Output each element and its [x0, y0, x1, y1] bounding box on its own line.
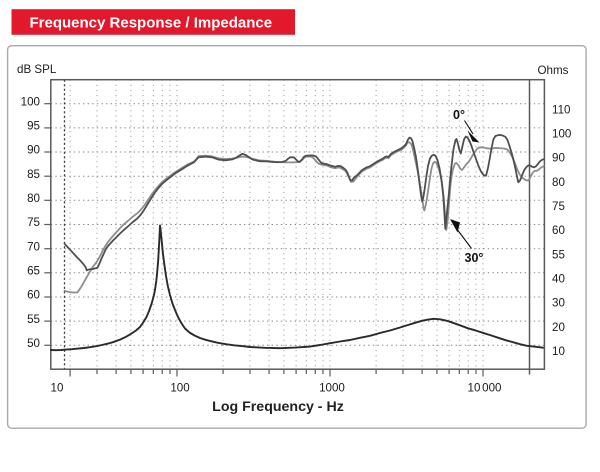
svg-text:1000: 1000 — [319, 382, 345, 395]
svg-text:75: 75 — [552, 200, 565, 213]
svg-text:60: 60 — [552, 224, 565, 237]
svg-text:30: 30 — [552, 297, 565, 310]
svg-text:40: 40 — [552, 273, 565, 286]
svg-text:10: 10 — [552, 345, 565, 358]
svg-text:Frequency Response / Impedance: Frequency Response / Impedance — [30, 15, 273, 32]
svg-text:10: 10 — [51, 382, 64, 395]
svg-text:100: 100 — [21, 95, 40, 108]
svg-text:65: 65 — [27, 265, 40, 278]
svg-text:20: 20 — [552, 321, 565, 334]
svg-text:100: 100 — [170, 382, 189, 395]
svg-text:100: 100 — [552, 128, 571, 141]
svg-text:80: 80 — [552, 176, 565, 189]
svg-text:0°: 0° — [453, 108, 465, 122]
svg-text:90: 90 — [552, 152, 565, 165]
svg-text:80: 80 — [27, 192, 40, 205]
svg-text:50: 50 — [27, 337, 40, 350]
svg-text:30°: 30° — [465, 251, 484, 265]
svg-text:Ohms: Ohms — [538, 64, 569, 77]
svg-text:75: 75 — [27, 216, 40, 229]
svg-text:55: 55 — [552, 248, 565, 261]
svg-text:90: 90 — [27, 144, 40, 157]
svg-text:60: 60 — [27, 289, 40, 302]
svg-text:dB SPL: dB SPL — [17, 63, 57, 76]
svg-text:110: 110 — [552, 103, 570, 116]
svg-text:Log Frequency - Hz: Log Frequency - Hz — [212, 399, 344, 415]
svg-text:70: 70 — [27, 240, 40, 253]
svg-text:85: 85 — [27, 168, 40, 181]
svg-text:55: 55 — [27, 313, 40, 326]
svg-text:95: 95 — [27, 120, 40, 133]
